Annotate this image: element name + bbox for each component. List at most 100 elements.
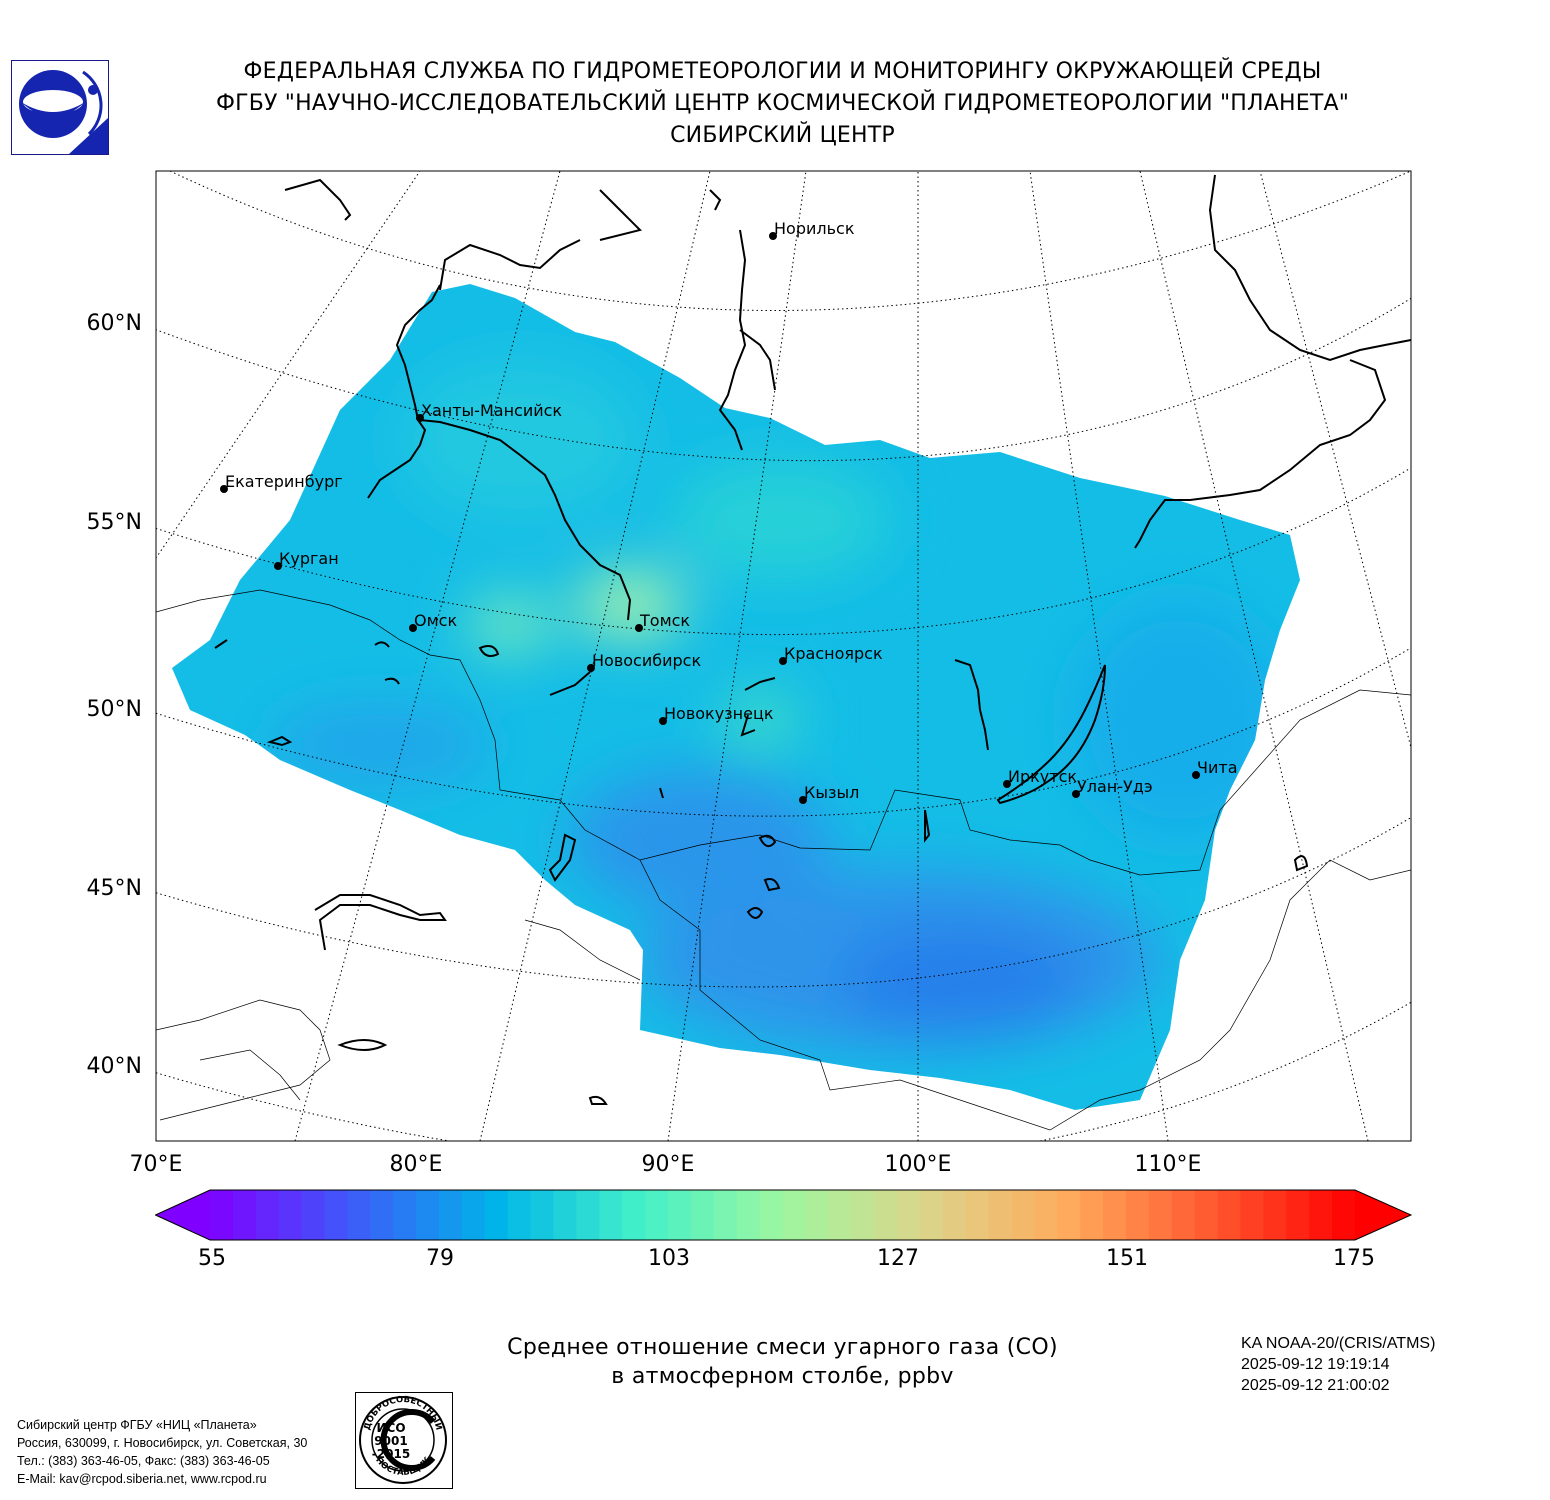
colorbar-cell	[736, 1190, 761, 1240]
city-marker	[409, 624, 417, 632]
colorbar-cell	[897, 1190, 921, 1240]
colorbar-cell	[1103, 1190, 1127, 1240]
city-marker	[220, 485, 228, 493]
colorbar-cell	[759, 1190, 784, 1240]
contacts-org: Сибирский центр ФГБУ «НИЦ «Планета»	[17, 1418, 257, 1432]
colorbar-cell	[805, 1190, 829, 1240]
colorbar-cell	[301, 1190, 326, 1240]
colorbar-cell	[1194, 1190, 1219, 1240]
city-label: Новосибирск	[592, 651, 701, 670]
colorbar-cell	[690, 1190, 715, 1240]
colorbar-cell	[232, 1190, 257, 1240]
colorbar-cell	[347, 1190, 371, 1240]
colorbar-tick-1: 79	[426, 1246, 454, 1271]
caption-line-2: в атмосферном столбе, ppbv	[611, 1364, 954, 1389]
rivers-and-coasts	[214, 174, 1411, 1105]
city-marker	[635, 624, 643, 632]
colorbar-cell	[461, 1190, 486, 1240]
city-marker	[799, 796, 807, 804]
colorbar-cell	[484, 1190, 509, 1240]
colorbar-tick-2: 103	[648, 1246, 690, 1271]
colorbar-cell	[1263, 1190, 1287, 1240]
city-label: Екатеринбург	[225, 472, 343, 491]
colorbar-tick-4: 151	[1106, 1246, 1148, 1271]
city-marker	[1192, 771, 1200, 779]
city-markers: Норильск Ханты-Мансийск Екатеринбург Курган…	[220, 219, 1238, 804]
colorbar-cell	[530, 1190, 555, 1240]
lon-label-80: 80°E	[389, 1152, 443, 1177]
colorbar-cell	[1217, 1190, 1242, 1240]
city-marker	[274, 562, 282, 570]
colorbar-cell	[1240, 1190, 1264, 1240]
colorbar-cell	[1057, 1190, 1081, 1240]
city-label: Чита	[1197, 758, 1238, 777]
city-label: Новокузнецк	[664, 704, 774, 723]
country-borders	[156, 589, 1411, 1131]
colorbar-cell	[370, 1190, 394, 1240]
iso-line-1: ИСО	[376, 1421, 405, 1435]
colorbar-cell	[507, 1190, 532, 1240]
colorbar-cell	[1332, 1190, 1356, 1240]
colorbar-cell	[1286, 1190, 1310, 1240]
city-label: Курган	[279, 549, 339, 568]
colorbar-cell	[668, 1190, 692, 1240]
iso-stamp-icon: ДОБРОСОВЕСТНЫЙ ПОСТАВЩИК ИСО 9001 -2015	[355, 1392, 453, 1489]
colorbar-tick-0: 55	[198, 1246, 226, 1271]
colorbar-cell	[599, 1190, 623, 1240]
product-caption: Среднее отношение смеси угарного газа (C…	[450, 1333, 1115, 1391]
colorbar-cell	[645, 1190, 669, 1240]
lon-label-110: 110°E	[1134, 1152, 1202, 1177]
lat-label-50: 50°N	[86, 697, 142, 722]
city-marker	[587, 664, 595, 672]
city-marker	[659, 717, 667, 725]
iso-line-3: -2015	[372, 1447, 410, 1461]
colorbar-tick-5: 175	[1333, 1246, 1375, 1271]
colorbar-under-arrow	[155, 1190, 210, 1240]
city-marker	[769, 232, 777, 240]
colorbar-cell	[874, 1190, 898, 1240]
colorbar-tick-3: 127	[877, 1246, 919, 1271]
city-label: Улан-Удэ	[1077, 777, 1153, 796]
colorbar-over-arrow	[1355, 1190, 1411, 1240]
colorbar-cell	[278, 1190, 303, 1240]
colorbar-cell	[942, 1190, 967, 1240]
lon-label-70: 70°E	[129, 1152, 183, 1177]
colorbar-cell	[1309, 1190, 1333, 1240]
satellite-time-end: 2025-09-12 21:00:02	[1241, 1377, 1390, 1394]
city-marker	[779, 657, 787, 665]
colorbar-cell	[919, 1190, 944, 1240]
colorbar-cell	[782, 1190, 806, 1240]
colorbar-cell	[1011, 1190, 1035, 1240]
contacts-phone: Тел.: (383) 363-46-05, Факс: (383) 363-4…	[17, 1454, 270, 1468]
city-label: Омск	[414, 611, 457, 630]
colorbar-cell	[1080, 1190, 1104, 1240]
colorbar-cell	[1148, 1190, 1173, 1240]
colorbar	[155, 1189, 1413, 1241]
colorbar-cell	[851, 1190, 875, 1240]
colorbar-cell	[393, 1190, 417, 1240]
satellite-instrument: KA NOAA-20/(CRIS/ATMS)	[1241, 1335, 1436, 1352]
lon-label-100: 100°E	[884, 1152, 952, 1177]
city-label: Норильск	[774, 219, 855, 238]
colorbar-cell	[255, 1190, 280, 1240]
header-line-1: ФЕДЕРАЛЬНАЯ СЛУЖБА ПО ГИДРОМЕТЕОРОЛОГИИ …	[243, 59, 1322, 84]
city-marker	[1072, 790, 1080, 798]
city-marker	[416, 414, 424, 422]
city-label: Томск	[639, 611, 690, 630]
city-label: Иркутск	[1008, 767, 1077, 786]
contacts-block: Сибирский центр ФГБУ «НИЦ «Планета» Росс…	[17, 1416, 307, 1488]
colorbar-cell	[713, 1190, 738, 1240]
planeta-logo-icon	[11, 60, 109, 155]
city-label: Кызыл	[804, 783, 859, 802]
lat-label-60: 60°N	[86, 311, 142, 336]
lat-label-55: 55°N	[86, 510, 142, 535]
city-marker	[1003, 780, 1011, 788]
city-label: Красноярск	[784, 644, 883, 663]
graticule	[156, 171, 1411, 1141]
header-line-3: СИБИРСКИЙ ЦЕНТР	[670, 123, 895, 148]
colorbar-cell	[439, 1190, 463, 1240]
co-map: Норильск Ханты-Мансийск Екатеринбург Курган…	[155, 170, 1412, 1142]
satellite-time-start: 2025-09-12 19:19:14	[1241, 1356, 1390, 1373]
colorbar-cell	[576, 1190, 600, 1240]
caption-line-1: Среднее отношение смеси угарного газа (C…	[507, 1335, 1058, 1360]
